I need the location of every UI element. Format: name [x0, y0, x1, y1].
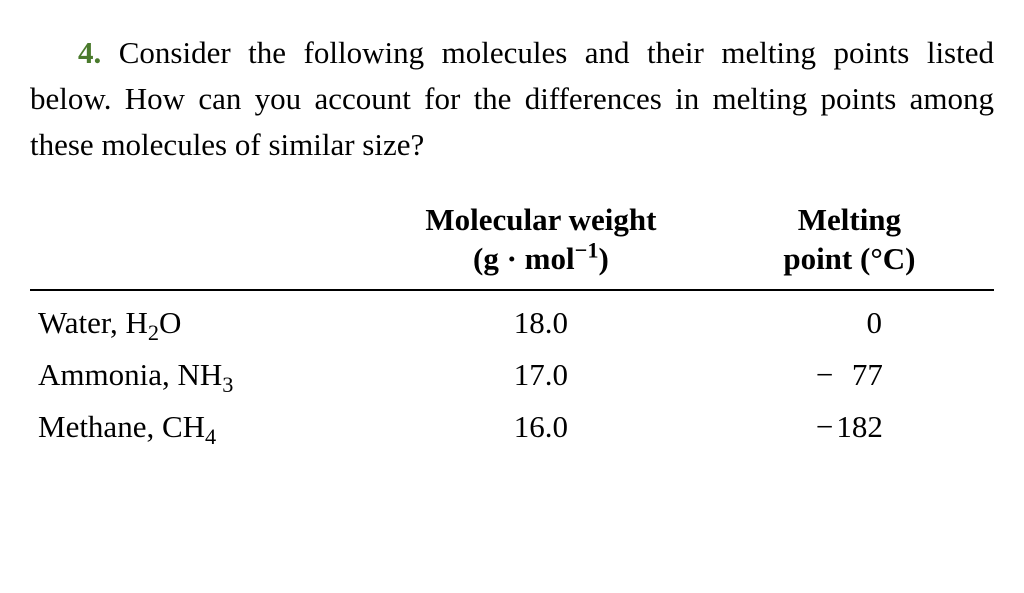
col-header-blank: [30, 196, 377, 290]
col-header-mp-line2: point (°C): [783, 241, 915, 276]
question-paragraph: 4. Consider the following molecules and …: [30, 30, 994, 168]
col-header-mw-line1: Molecular weight: [425, 202, 656, 237]
cell-mp: −77: [705, 349, 994, 401]
cell-mw: 16.0: [377, 401, 705, 453]
mp-sign: −: [816, 405, 833, 449]
cell-mw: 17.0: [377, 349, 705, 401]
table-header: Molecular weight (g · mol−1) Melting poi…: [30, 196, 994, 290]
table-body: Water, H2O 18.0 0 Ammonia, NH3 17.0 −77: [30, 290, 994, 453]
col-header-mp-line1: Melting: [798, 202, 901, 237]
page: 4. Consider the following molecules and …: [0, 0, 1024, 593]
name-prefix: Methane, CH: [38, 409, 205, 444]
col-header-mp: Melting point (°C): [705, 196, 994, 290]
question-text: Consider the following molecules and the…: [30, 35, 994, 162]
cell-name: Ammonia, NH3: [30, 349, 377, 401]
name-sub: 3: [222, 372, 233, 397]
col-header-mw-line2: (g · mol−1): [473, 241, 609, 276]
cell-mw: 18.0: [377, 290, 705, 349]
cell-mp: −182: [705, 401, 994, 453]
table-row: Water, H2O 18.0 0: [30, 290, 994, 349]
name-prefix: Water, H: [38, 305, 148, 340]
col-header-mw: Molecular weight (g · mol−1): [377, 196, 705, 290]
cell-mp: 0: [705, 290, 994, 349]
cell-name: Methane, CH4: [30, 401, 377, 453]
name-suffix: O: [159, 305, 181, 340]
table-row: Methane, CH4 16.0 −182: [30, 401, 994, 453]
data-table: Molecular weight (g · mol−1) Melting poi…: [30, 196, 994, 453]
mp-value: 77: [833, 353, 883, 397]
mp-sign: −: [816, 353, 833, 397]
table-row: Ammonia, NH3 17.0 −77: [30, 349, 994, 401]
name-prefix: Ammonia, NH: [38, 357, 222, 392]
mp-value: 0: [832, 301, 882, 345]
cell-name: Water, H2O: [30, 290, 377, 349]
name-sub: 2: [148, 320, 159, 345]
mp-value: 182: [833, 405, 883, 449]
name-sub: 4: [205, 424, 216, 449]
question-number: 4.: [78, 35, 101, 70]
